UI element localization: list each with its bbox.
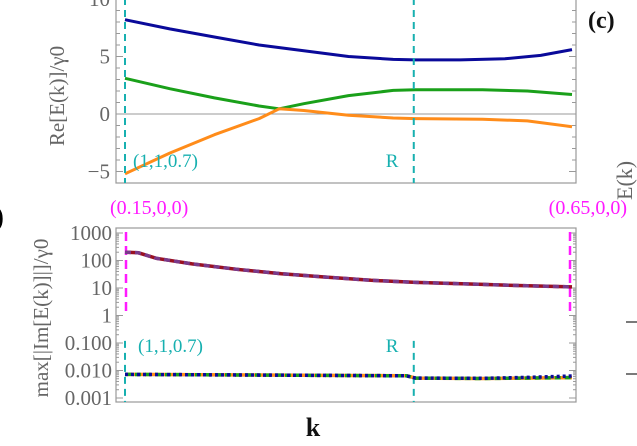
y-tick-label: 0.100	[65, 331, 112, 355]
y-tick-label: 100	[81, 249, 113, 273]
top-panel-re-energy: −5 0 5 10 Re[E(k)]/γ0 (1,1,0.7) R	[45, 0, 577, 184]
bottom-panel-im-energy: 1000 100 10 1 0.100 0.010 0.001 max[|Im[E(k)]|]…	[29, 197, 627, 442]
panel-label-c: (c)	[588, 8, 615, 34]
series-line-2	[124, 107, 573, 176]
series-line-0	[124, 18, 573, 62]
y-tick-label: 10	[91, 276, 112, 300]
y-tick-label: 1000	[70, 221, 112, 245]
y-axis-label: max[|Im[E(k)]|]/γ0	[29, 239, 53, 398]
vline-label: R	[386, 151, 399, 172]
vline-label: (1,1,0.7)	[138, 336, 203, 357]
y-tick-label: −5	[88, 160, 110, 184]
vline-label: (1,1,0.7)	[133, 151, 198, 172]
y-tick-label: 1	[102, 304, 113, 328]
panel-label-partial: )	[0, 200, 4, 233]
x-axis-label: k	[306, 413, 321, 442]
y-tick-label: 0.010	[65, 359, 112, 383]
y-tick-label: 0	[100, 102, 111, 126]
series-line-1	[124, 250, 573, 289]
boundary-label: (0.65,0,0)	[549, 197, 627, 219]
series-line-4	[124, 372, 573, 381]
y-tick-label: 0.001	[65, 386, 112, 410]
y-tick-label: 5	[100, 45, 111, 69]
y-axis-label: Re[E(k)]/γ0	[45, 46, 69, 146]
series-line-0	[124, 250, 573, 289]
right-axis-label-partial: E(k)	[612, 161, 637, 200]
series-line-1	[124, 76, 573, 111]
y-tick-label: 10	[89, 0, 110, 11]
boundary-label: (0.15,0,0)	[110, 197, 188, 219]
vline-label: R	[386, 336, 399, 357]
